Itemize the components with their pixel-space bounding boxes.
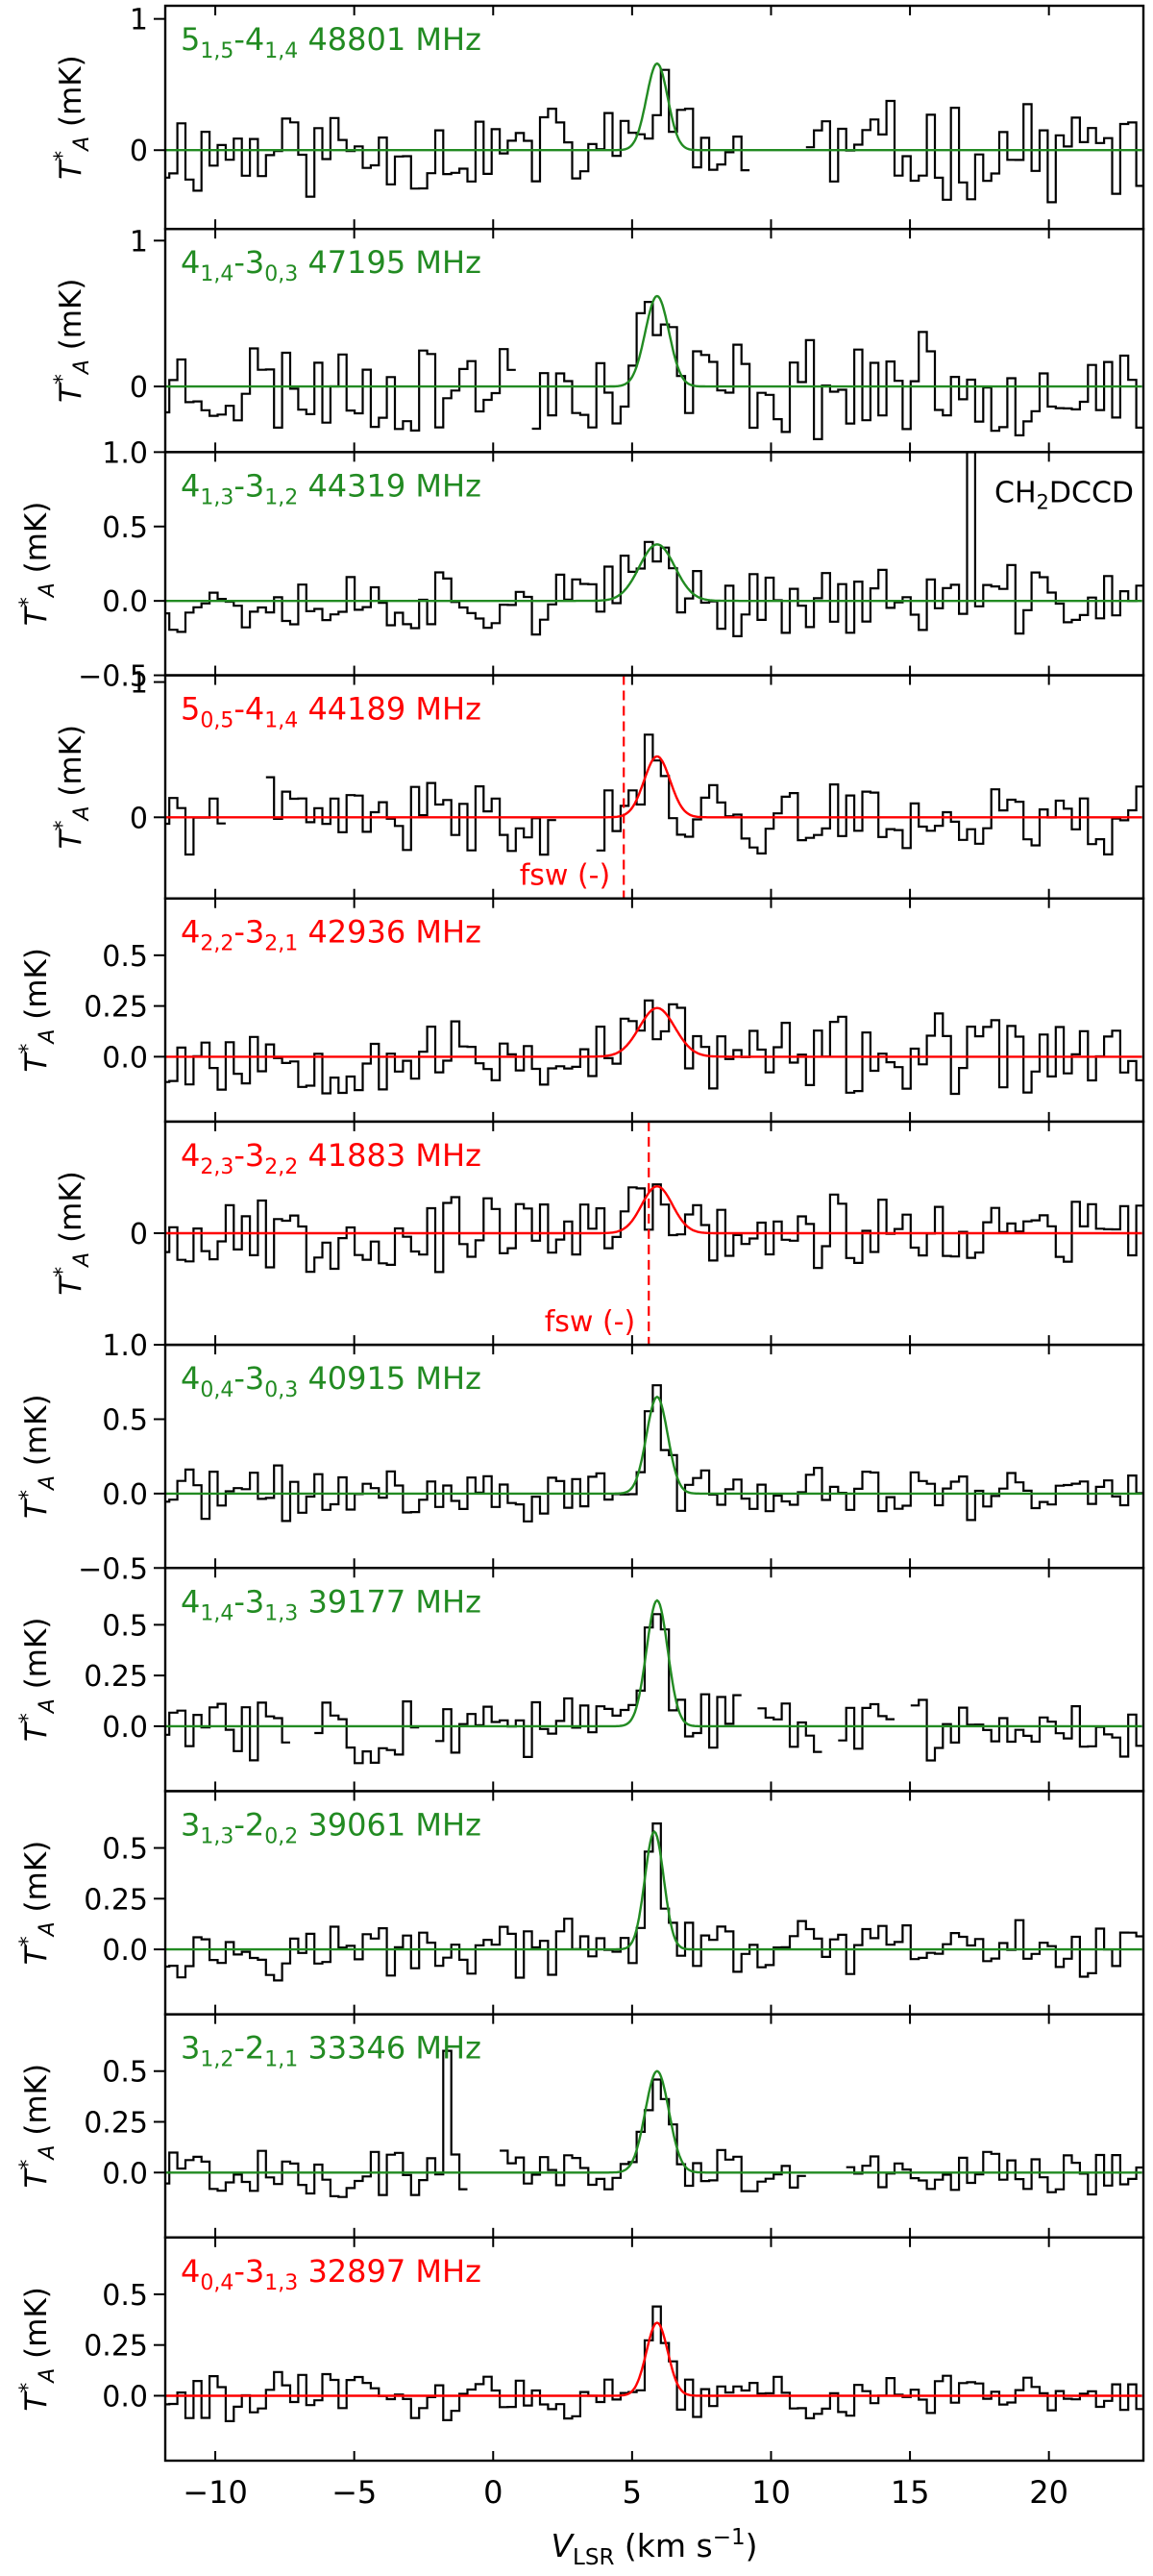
transition-label-5: 42,2-32,1 42936 MHz <box>181 914 481 956</box>
y-axis-label: T*A (mK) <box>51 725 94 850</box>
model-fit-5 <box>165 1006 1142 1058</box>
y-tick-label: 0.0 <box>102 1478 148 1512</box>
y-tick-label: 0.25 <box>84 991 148 1025</box>
transition-label-2: 41,4-30,3 47195 MHz <box>181 244 481 286</box>
transition-label-6: 42,3-32,2 41883 MHz <box>181 1137 481 1179</box>
x-tick-label: −10 <box>183 2474 248 2511</box>
x-axis-label: VLSR (km s−1) <box>551 2525 757 2570</box>
observed-spectrum-7 <box>165 1384 1143 1523</box>
observed-spectrum-10 <box>165 2049 1143 2198</box>
y-tick-label: 0.0 <box>102 585 148 619</box>
y-tick-label: 0.5 <box>102 1609 148 1643</box>
transition-label-1: 51,5-41,4 48801 MHz <box>181 21 481 63</box>
x-tick-label: 5 <box>623 2474 642 2511</box>
model-fit-10 <box>165 2069 1142 2174</box>
y-tick-label: 0.5 <box>102 511 148 545</box>
y-axis-label: T*A (mK) <box>51 55 94 180</box>
y-tick-label: 0.0 <box>102 2157 148 2191</box>
model-fit-1 <box>165 62 1142 152</box>
model-fit-2 <box>165 294 1142 388</box>
model-fit-8 <box>165 1598 1142 1728</box>
y-axis-label: T*A (mK) <box>16 2287 60 2412</box>
transition-label-7: 40,4-30,3 40915 MHz <box>181 1360 481 1402</box>
y-axis-label: T*A (mK) <box>16 1618 60 1743</box>
y-tick-label: 1 <box>130 667 148 701</box>
y-tick-label: 0.5 <box>102 2279 148 2313</box>
observed-spectrum-8 <box>165 1613 1143 1765</box>
transition-label-11: 40,4-31,3 32897 MHz <box>181 2253 481 2295</box>
observed-spectrum-1 <box>165 68 1143 204</box>
observed-spectrum-4 <box>165 733 1143 856</box>
y-tick-label: 0 <box>130 802 148 835</box>
y-tick-label: 0.25 <box>84 2107 148 2141</box>
y-tick-label: 0 <box>130 1218 148 1251</box>
contaminant-label: CH2DCCD <box>994 476 1134 513</box>
model-fit-4 <box>165 755 1142 819</box>
transition-label-8: 41,4-31,3 39177 MHz <box>181 1583 481 1625</box>
y-tick-label: 1.0 <box>102 436 148 470</box>
model-fit-11 <box>165 2321 1142 2397</box>
x-tick-label: 10 <box>751 2474 791 2511</box>
x-tick-label: 20 <box>1029 2474 1068 2511</box>
transition-label-4: 50,5-41,4 44189 MHz <box>181 691 481 733</box>
observed-spectrum-9 <box>165 1822 1143 1982</box>
fsw-label: fsw (-) <box>520 859 611 893</box>
y-tick-label: 0 <box>130 135 148 168</box>
y-tick-label: 1.0 <box>102 1329 148 1363</box>
y-tick-label: 0.5 <box>102 1403 148 1437</box>
y-tick-label: 0.25 <box>84 1660 148 1694</box>
y-tick-label: 0.5 <box>102 940 148 974</box>
x-tick-label: 15 <box>891 2474 930 2511</box>
transition-label-10: 31,2-21,1 33346 MHz <box>181 2030 481 2072</box>
y-tick-label: 0.5 <box>102 2056 148 2090</box>
y-tick-label: 1 <box>130 225 148 259</box>
y-tick-label: 0.0 <box>102 1711 148 1745</box>
observed-spectrum-3 <box>165 452 1143 637</box>
model-fit-3 <box>165 543 1142 603</box>
panel-frame-11 <box>163 2236 1145 2463</box>
y-tick-label: 0 <box>130 371 148 405</box>
observed-spectrum-11 <box>165 2305 1143 2422</box>
y-axis-label: T*A (mK) <box>51 1171 94 1296</box>
model-fit-6 <box>165 1184 1142 1235</box>
y-tick-label: 0.0 <box>102 1934 148 1968</box>
y-tick-label: 1 <box>130 4 148 37</box>
fsw-label: fsw (-) <box>545 1305 636 1339</box>
y-tick-label: 0.0 <box>102 2380 148 2414</box>
y-tick-label: 0.25 <box>84 2330 148 2364</box>
observed-spectrum-2 <box>165 301 1143 440</box>
y-tick-label: 0.0 <box>102 1041 148 1075</box>
observed-spectrum-6 <box>165 1183 1143 1274</box>
transition-label-3: 41,3-31,2 44319 MHz <box>181 467 481 509</box>
observed-spectrum-5 <box>165 999 1143 1096</box>
x-tick-label: 0 <box>483 2474 503 2511</box>
y-axis-label: T*A (mK) <box>16 502 60 627</box>
y-axis-label: T*A (mK) <box>51 278 94 403</box>
y-axis-label: T*A (mK) <box>16 948 60 1073</box>
y-axis-label: T*A (mK) <box>16 2064 60 2189</box>
model-fit-7 <box>165 1395 1142 1496</box>
y-axis-label: T*A (mK) <box>16 1394 60 1519</box>
y-tick-label: −0.5 <box>78 1552 148 1586</box>
transition-label-9: 31,3-20,2 39061 MHz <box>181 1806 481 1848</box>
y-tick-label: 0.5 <box>102 1833 148 1867</box>
x-tick-label: −5 <box>331 2474 377 2511</box>
model-fit-9 <box>165 1830 1142 1951</box>
y-tick-label: 0.25 <box>84 1883 148 1917</box>
y-axis-label: T*A (mK) <box>16 1841 60 1966</box>
y-tick-label: −0.5 <box>78 660 148 694</box>
